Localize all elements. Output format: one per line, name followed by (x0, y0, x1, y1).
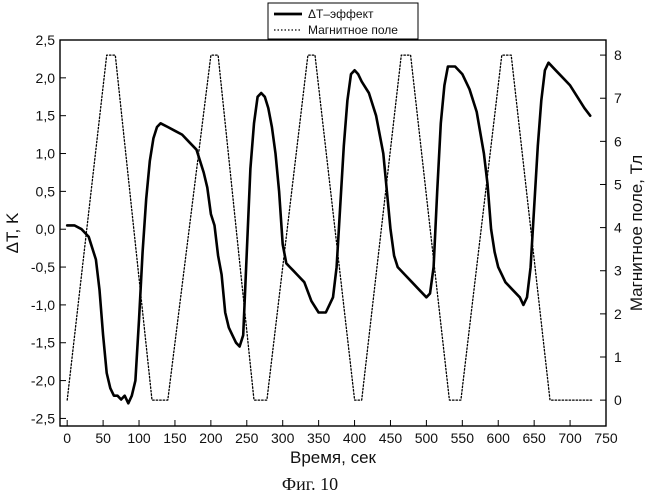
figure-caption: Фиг. 10 (282, 474, 338, 494)
legend: ΔT–эффект Магнитное поле (268, 3, 418, 39)
x-tick-label: 250 (235, 430, 259, 446)
y-left-tick-label: -1,0 (31, 297, 55, 313)
x-tick-label: 400 (343, 430, 367, 446)
y-left-tick-label: 0,0 (36, 221, 56, 237)
y-right-tick-label: 0 (614, 392, 622, 408)
x-axis: 0 50 100 150 200 250 300 350 400 450 500 550 600 650 7… (63, 420, 618, 446)
y-left-tick-label: -0,5 (31, 259, 55, 275)
legend-label-field: Магнитное поле (308, 23, 398, 37)
x-axis-label: Время, сек (290, 448, 377, 467)
x-tick-label: 50 (95, 430, 111, 446)
y-right-tick-label: 6 (614, 133, 622, 149)
y-left-tick-label: -2,0 (31, 373, 55, 389)
x-tick-label: 200 (199, 430, 223, 446)
y-right-tick-label: 5 (614, 176, 622, 192)
x-tick-label: 550 (451, 430, 475, 446)
y-right-tick-label: 2 (614, 306, 622, 322)
y-axis-left-label: ΔT, K (3, 212, 22, 253)
x-tick-label: 600 (487, 430, 511, 446)
series-layer (67, 55, 591, 403)
magnetic-field-line (67, 55, 591, 400)
y-axis-right: 8 7 6 5 4 3 2 1 0 (600, 47, 622, 408)
x-tick-label: 300 (271, 430, 295, 446)
y-right-tick-label: 4 (614, 220, 622, 236)
y-right-tick-label: 1 (614, 349, 622, 365)
legend-label-dt: ΔT–эффект (308, 7, 374, 21)
x-tick-label: 500 (415, 430, 439, 446)
y-left-tick-label: 1,0 (36, 146, 56, 162)
x-tick-label: 100 (127, 430, 151, 446)
plot-frame (60, 40, 606, 426)
x-tick-label: 750 (594, 430, 618, 446)
y-left-tick-label: 2,5 (36, 32, 56, 48)
y-right-tick-label: 7 (614, 90, 622, 106)
x-tick-label: 700 (558, 430, 582, 446)
x-tick-label: 450 (379, 430, 403, 446)
y-axis-left: 2,5 2,0 1,5 1,0 0,5 0,0 -0,5 -1,0 -1,5 -2,0 -2,5 (31, 32, 66, 426)
y-right-tick-label: 3 (614, 263, 622, 279)
y-left-tick-label: -1,5 (31, 335, 55, 351)
x-tick-label: 0 (63, 430, 71, 446)
x-tick-label: 350 (307, 430, 331, 446)
y-left-tick-label: -2,5 (31, 410, 55, 426)
delta-t-line (67, 63, 590, 404)
y-left-tick-label: 0,5 (36, 183, 56, 199)
x-tick-label: 150 (163, 430, 187, 446)
y-left-tick-label: 1,5 (36, 108, 56, 124)
y-axis-right-label: Магнитное поле, Тл (627, 155, 646, 311)
y-right-tick-label: 8 (614, 47, 622, 63)
x-tick-label: 650 (522, 430, 546, 446)
y-left-tick-label: 2,0 (36, 70, 56, 86)
